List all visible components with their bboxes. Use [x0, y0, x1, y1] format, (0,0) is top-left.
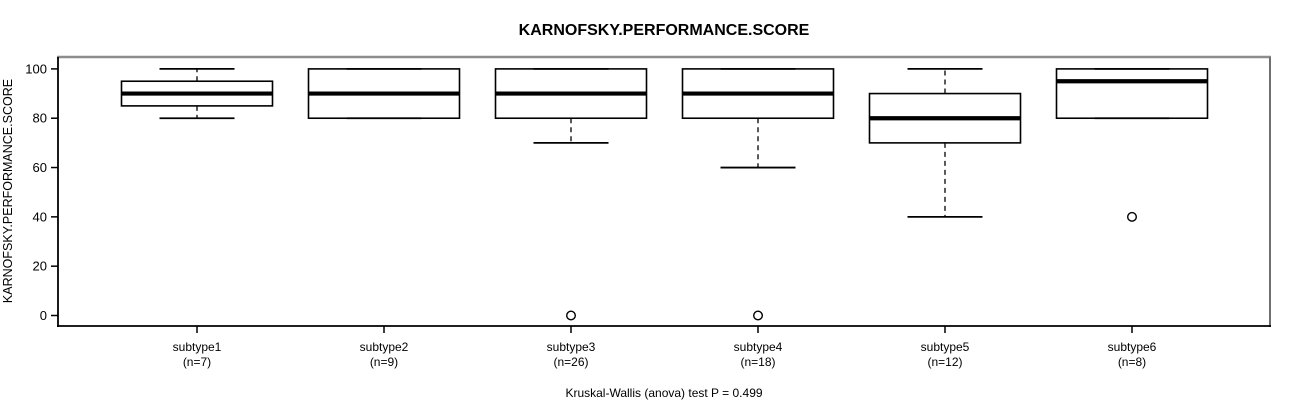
- y-tick-label: 40: [33, 209, 47, 224]
- x-group-label: subtype6: [1108, 340, 1157, 354]
- x-group-label: subtype4: [734, 340, 783, 354]
- y-tick-label: 100: [25, 61, 47, 76]
- x-group-label: subtype5: [921, 340, 970, 354]
- x-group-count: (n=9): [370, 355, 398, 369]
- x-group-count: (n=18): [740, 355, 775, 369]
- boxplot-group-subtype1: subtype1(n=7): [120, 68, 274, 369]
- y-tick-label: 80: [33, 111, 47, 126]
- boxplot-group-subtype6: subtype6(n=8): [1055, 68, 1209, 369]
- boxplot-group-subtype3: subtype3(n=26): [494, 68, 648, 369]
- x-group-count: (n=7): [183, 355, 211, 369]
- outlier-point: [753, 310, 764, 321]
- x-group-count: (n=12): [927, 355, 962, 369]
- x-group-count: (n=26): [553, 355, 588, 369]
- y-tick-label: 20: [33, 259, 47, 274]
- plot-area: 020406080100subtype1(n=7)subtype2(n=9)su…: [25, 55, 1271, 369]
- x-group-label: subtype2: [360, 340, 409, 354]
- boxplot-group-subtype5: subtype5(n=12): [868, 68, 1022, 369]
- y-tick-label: 60: [33, 160, 47, 175]
- stat-test-footnote: Kruskal-Wallis (anova) test P = 0.499: [565, 386, 762, 400]
- y-tick-label: 0: [40, 308, 47, 323]
- outlier-point: [1126, 211, 1137, 222]
- outlier-point: [566, 310, 577, 321]
- x-group-label: subtype1: [173, 340, 222, 354]
- y-axis-label: KARNOFSKY.PERFORMANCE.SCORE: [1, 79, 15, 303]
- x-group-label: subtype3: [547, 340, 596, 354]
- boxplot-group-subtype2: subtype2(n=9): [307, 68, 461, 369]
- boxplot-group-subtype4: subtype4(n=18): [681, 68, 835, 369]
- x-group-count: (n=8): [1118, 355, 1146, 369]
- chart-title: KARNOFSKY.PERFORMANCE.SCORE: [519, 22, 810, 39]
- box: [1055, 68, 1209, 120]
